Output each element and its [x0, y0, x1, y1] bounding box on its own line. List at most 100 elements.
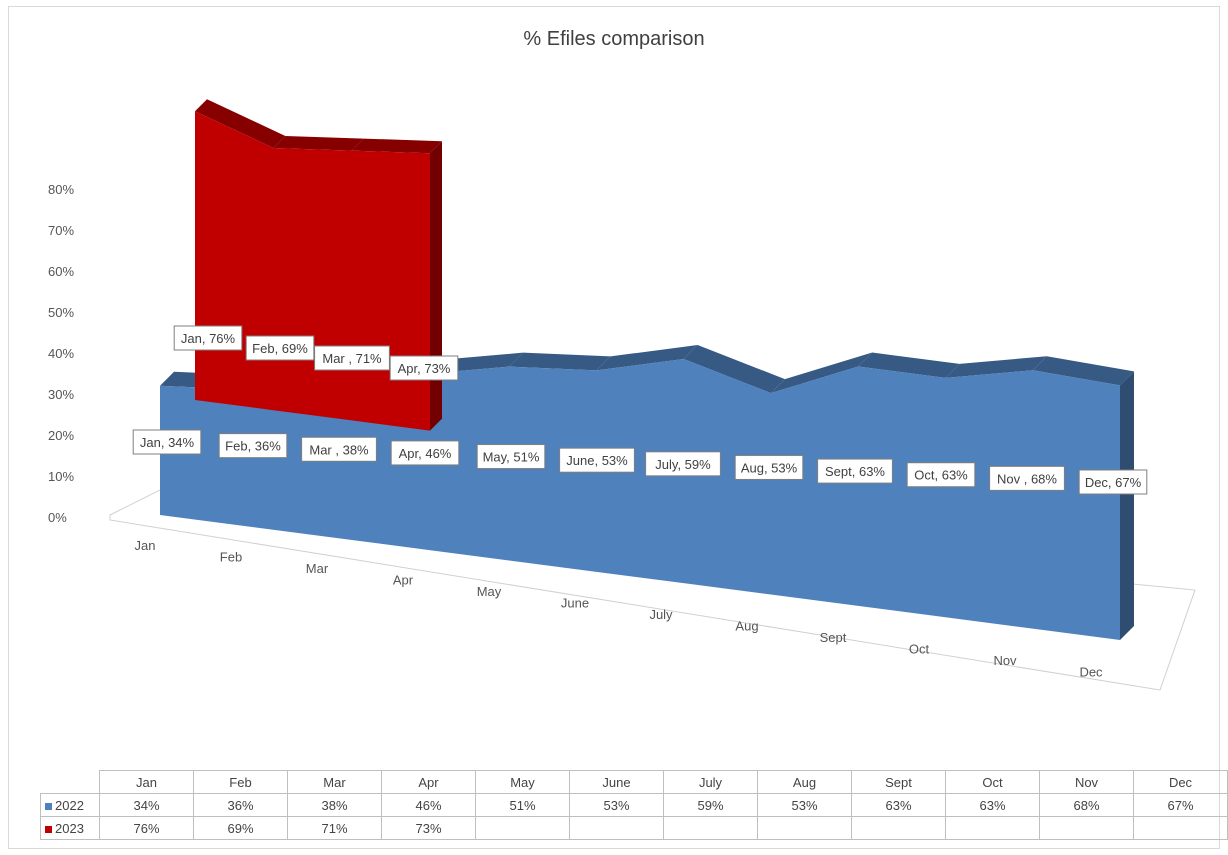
- data-label-2023: Feb, 69%: [245, 335, 315, 361]
- data-label-2022: June, 53%: [559, 447, 635, 473]
- x-tick-label: July: [649, 607, 673, 622]
- area-top-face: [195, 99, 286, 148]
- data-label-2022: Feb, 36%: [218, 433, 288, 459]
- data-label-2022: Dec, 67%: [1078, 469, 1148, 495]
- table-column-header: Oct: [945, 770, 1040, 794]
- area-front-face: [195, 111, 430, 431]
- area-2023: [195, 99, 442, 431]
- data-label-2022: Nov , 68%: [989, 465, 1065, 491]
- table-column-header: Dec: [1133, 770, 1228, 794]
- data-label-text: June, 53%: [566, 453, 628, 468]
- y-tick-label: 40%: [48, 346, 74, 361]
- x-tick-label: Aug: [735, 619, 758, 634]
- table-cell: 76%: [99, 816, 194, 840]
- y-tick-label: 30%: [48, 387, 74, 402]
- table-row: 2023 76% 69% 71% 73%: [40, 816, 1228, 840]
- data-label-2022: May, 51%: [476, 444, 546, 470]
- x-tick-label: Oct: [909, 642, 930, 657]
- area-top-face: [683, 344, 785, 394]
- data-label-text: Feb, 69%: [252, 341, 308, 356]
- table-cell: [1133, 816, 1228, 840]
- data-label-box: [989, 465, 1065, 491]
- data-label-box: [906, 462, 976, 488]
- table-cell: 53%: [757, 793, 852, 817]
- floor-outline: [109, 489, 1196, 691]
- x-tick-label: Mar: [306, 561, 329, 576]
- y-tick-label: 0%: [48, 510, 67, 525]
- data-label-2023: Jan, 76%: [173, 325, 243, 351]
- table-cell: 59%: [663, 793, 758, 817]
- data-label-2023: Mar , 71%: [314, 345, 390, 371]
- table-column-header: Jan: [99, 770, 194, 794]
- legend-label: 2022: [55, 797, 84, 813]
- data-label-box: [314, 345, 390, 371]
- table-cell: [475, 816, 570, 840]
- table-column-header: Apr: [381, 770, 476, 794]
- y-tick-label: 50%: [48, 305, 74, 320]
- table-cell: 36%: [193, 793, 288, 817]
- x-tick-label: Dec: [1079, 665, 1103, 680]
- area-top-face: [509, 352, 611, 371]
- table-cell: 69%: [193, 816, 288, 840]
- data-label-box: [389, 355, 459, 381]
- table-column-header: Feb: [193, 770, 288, 794]
- data-label-text: Sept, 63%: [825, 464, 885, 479]
- data-label-box: [476, 444, 546, 470]
- chart-title: % Efiles comparison: [523, 28, 705, 50]
- table-cell: 67%: [1133, 793, 1228, 817]
- table-cell: 63%: [945, 793, 1040, 817]
- legend-swatch: [45, 825, 52, 833]
- x-tick-label: May: [477, 584, 502, 599]
- x-tick-label: June: [561, 596, 589, 611]
- data-label-2023: Apr, 73%: [389, 355, 459, 381]
- table-cell: 73%: [381, 816, 476, 840]
- table-cell: 46%: [381, 793, 476, 817]
- chart-plot: 0% 10% 20% 30% 40% 50% 60% 70% 80% Jan Feb Mar Apr Ma…: [48, 99, 1196, 691]
- data-label-box: [390, 440, 460, 466]
- table-cell: 71%: [287, 816, 382, 840]
- legend-label: 2023: [55, 820, 84, 836]
- data-label-box: [245, 335, 315, 361]
- table-row: 2022 34% 36% 38% 46% 51% 53% 59% 53% 63% 63% 68% 67%: [40, 793, 1228, 817]
- area-top-face: [596, 344, 698, 371]
- table-cell: [663, 816, 758, 840]
- data-label-text: Jan, 34%: [140, 435, 195, 450]
- table-column-header: Nov: [1039, 770, 1134, 794]
- area-top-face: [351, 138, 442, 154]
- area-side-face: [430, 141, 442, 431]
- data-label-text: Dec, 67%: [1085, 475, 1142, 490]
- table-cell: 51%: [475, 793, 570, 817]
- data-label-2022: Jan, 34%: [132, 429, 202, 455]
- table-cell: [569, 816, 664, 840]
- table-cell: 63%: [851, 793, 946, 817]
- table-corner: [40, 770, 100, 794]
- x-tick-label: Nov: [993, 653, 1017, 668]
- data-label-box: [218, 433, 288, 459]
- data-label-text: Jan, 76%: [181, 331, 236, 346]
- x-tick-label: Sept: [820, 630, 847, 645]
- area-front-face: [160, 358, 1120, 640]
- table-row-header: 2022: [40, 793, 100, 817]
- table-column-header: Mar: [287, 770, 382, 794]
- data-label-box: [559, 447, 635, 473]
- x-tick-label: Apr: [393, 573, 414, 588]
- y-tick-label: 20%: [48, 428, 74, 443]
- table-cell: [851, 816, 946, 840]
- data-label-text: July, 59%: [655, 457, 711, 472]
- table-cell: 38%: [287, 793, 382, 817]
- data-label-text: Feb, 36%: [225, 439, 281, 454]
- data-label-text: Nov , 68%: [997, 471, 1057, 486]
- data-label-2022: July, 59%: [645, 451, 721, 477]
- area-top-face: [945, 356, 1047, 378]
- data-label-text: Oct, 63%: [914, 468, 968, 483]
- table-cell: 34%: [99, 793, 194, 817]
- data-label-text: Mar , 38%: [309, 442, 369, 457]
- table-column-header: Aug: [757, 770, 852, 794]
- data-label-text: Apr, 73%: [398, 361, 451, 376]
- data-label-box: [817, 458, 893, 484]
- data-label-text: May, 51%: [483, 450, 540, 465]
- data-label-text: Mar , 71%: [322, 351, 382, 366]
- data-label-2022: Aug, 53%: [734, 454, 804, 480]
- table-column-header: June: [569, 770, 664, 794]
- data-label-2022: Apr, 46%: [390, 440, 460, 466]
